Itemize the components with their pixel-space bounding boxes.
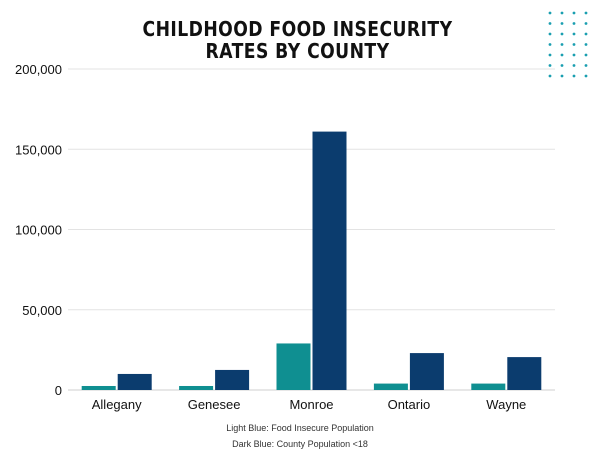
- x-tick-label: Ontario: [388, 397, 431, 412]
- legend-note-light-blue: Light Blue: Food Insecure Population: [226, 423, 374, 433]
- decorative-dot: [548, 53, 552, 57]
- decorative-dot: [572, 32, 576, 36]
- x-axis-ticks: Allegany Genesee Monroe Ontario Wayne: [92, 397, 527, 412]
- decorative-dot: [560, 32, 564, 36]
- decorative-dot: [572, 22, 576, 25]
- decorative-dot: [584, 11, 588, 15]
- bar-allegany-series-1: [81, 385, 116, 390]
- decorative-dot: [560, 43, 564, 46]
- decorative-dot: [548, 32, 552, 36]
- x-tick-label: Monroe: [289, 397, 333, 412]
- decorative-dot: [584, 43, 588, 46]
- decorative-dot: [584, 32, 588, 36]
- bar-wayne-series-2: [507, 357, 542, 390]
- decorative-dot: [548, 43, 552, 46]
- y-tick-label: 0: [55, 383, 62, 398]
- decorative-dot-grid: [548, 11, 588, 78]
- decorative-dot: [584, 74, 588, 78]
- decorative-dot: [572, 64, 576, 67]
- decorative-dot: [548, 22, 552, 25]
- x-tick-label: Wayne: [486, 397, 526, 412]
- decorative-dot: [548, 74, 552, 78]
- bars: [81, 131, 542, 390]
- decorative-dot: [572, 11, 576, 15]
- decorative-dot: [560, 22, 564, 25]
- bar-genesee-series-1: [179, 385, 214, 390]
- chart-title: CHILDHOOD FOOD INSECURITY RATES BY COUNT…: [142, 17, 453, 63]
- x-tick-label: Genesee: [188, 397, 241, 412]
- bar-monroe-series-2: [312, 131, 347, 390]
- decorative-dot: [584, 22, 588, 25]
- y-tick-label: 50,000: [22, 303, 62, 318]
- decorative-dot: [584, 53, 588, 57]
- bar-genesee-series-2: [215, 369, 250, 390]
- y-tick-label: 200,000: [15, 62, 62, 77]
- decorative-dot: [584, 64, 588, 67]
- bar-allegany-series-2: [117, 373, 152, 390]
- x-tick-label: Allegany: [92, 397, 142, 412]
- bar-wayne-series-1: [471, 383, 506, 390]
- decorative-dot: [572, 43, 576, 46]
- bar-ontario-series-2: [409, 353, 444, 390]
- legend-note-dark-blue: Dark Blue: County Population <18: [232, 439, 368, 449]
- bar-monroe-series-1: [276, 343, 311, 390]
- y-axis-ticks: 0 50,000 100,000 150,000 200,000: [15, 62, 62, 398]
- decorative-dot: [560, 53, 564, 57]
- decorative-dot: [560, 74, 564, 78]
- gridlines: [68, 68, 555, 391]
- decorative-dot: [548, 64, 552, 67]
- bar-ontario-series-1: [373, 383, 408, 390]
- decorative-dot: [572, 53, 576, 57]
- y-tick-label: 150,000: [15, 142, 62, 157]
- decorative-dot: [572, 74, 576, 78]
- decorative-dot: [560, 64, 564, 67]
- y-tick-label: 100,000: [15, 223, 62, 238]
- decorative-dot: [548, 11, 552, 15]
- decorative-dot: [560, 11, 564, 15]
